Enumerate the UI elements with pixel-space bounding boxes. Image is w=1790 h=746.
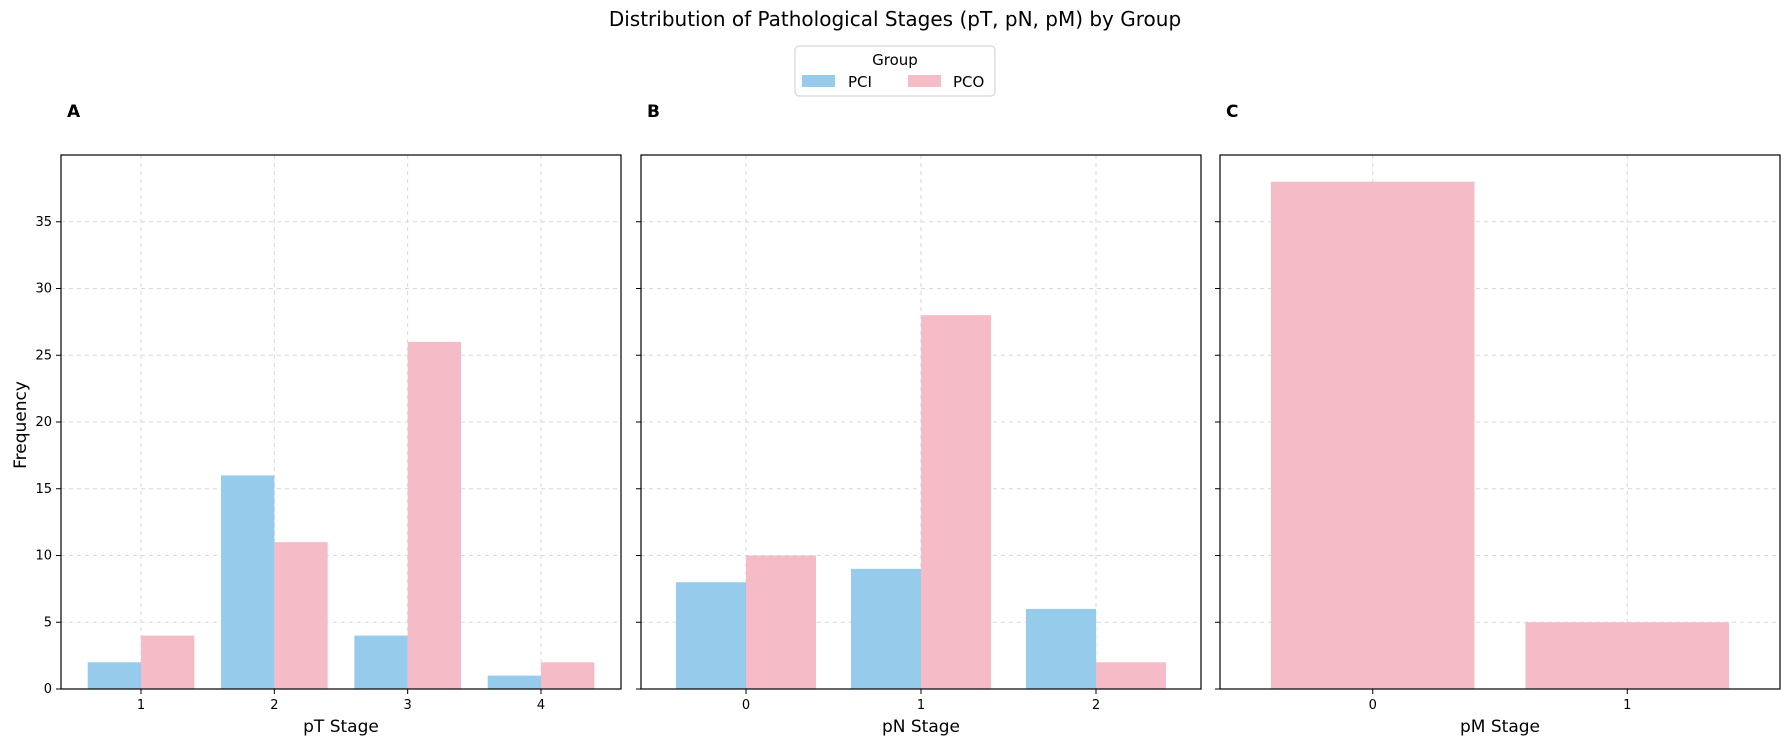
legend: Group PCI PCO bbox=[794, 45, 996, 97]
y-tick-label: 25 bbox=[35, 348, 52, 363]
bar-pco-4 bbox=[541, 662, 595, 689]
legend-swatch-pco bbox=[908, 75, 941, 87]
x-tick-label: 1 bbox=[137, 698, 145, 713]
bar-pci-3 bbox=[354, 635, 408, 689]
bar-pco-0 bbox=[746, 555, 816, 689]
panel-label: C bbox=[1226, 102, 1238, 122]
legend-box bbox=[794, 45, 996, 97]
x-axis-label: pN Stage bbox=[882, 717, 960, 737]
bar-pci-4 bbox=[487, 675, 541, 689]
bar-pco-3 bbox=[407, 341, 461, 689]
bar-pco-1 bbox=[141, 635, 195, 689]
panel-b: 0 1 2 pN Stage B bbox=[636, 102, 1202, 737]
x-tick-label: 0 bbox=[742, 698, 750, 713]
x-tick-label: 1 bbox=[917, 698, 925, 713]
x-tick-label: 1 bbox=[1623, 698, 1631, 713]
y-tick-label: 10 bbox=[35, 549, 52, 564]
x-tick-label: 2 bbox=[1092, 698, 1100, 713]
x-tick-label: 3 bbox=[404, 698, 412, 713]
x-axis-label: pM Stage bbox=[1460, 717, 1540, 737]
y-tick-label: 5 bbox=[44, 615, 52, 630]
legend-label-pci: PCI bbox=[848, 73, 872, 91]
bar-pci-2 bbox=[221, 475, 275, 689]
y-tick-label: 35 bbox=[35, 215, 52, 230]
legend-label-pco: PCO bbox=[953, 73, 984, 91]
y-tick-label: 0 bbox=[44, 682, 52, 697]
legend-swatch-pci bbox=[802, 75, 835, 87]
bar-pco-0 bbox=[1270, 181, 1475, 689]
chart-title: Distribution of Pathological Stages (pT,… bbox=[609, 7, 1181, 31]
panel-label: A bbox=[67, 102, 81, 122]
bar-pci-0 bbox=[676, 582, 746, 689]
y-tick-label: 30 bbox=[35, 282, 52, 297]
panel-a: 0 5 10 15 20 25 30 35 1 2 3 4 pT Stage A bbox=[35, 102, 622, 737]
x-tick-label: 4 bbox=[537, 698, 545, 713]
y-tick-label: 15 bbox=[35, 482, 52, 497]
bar-pci-2 bbox=[1026, 608, 1096, 689]
x-tick-label: 2 bbox=[270, 698, 278, 713]
x-tick-label: 0 bbox=[1369, 698, 1377, 713]
bar-pci-1 bbox=[851, 568, 921, 689]
bar-pci-1 bbox=[87, 662, 141, 689]
bar-pco-1 bbox=[1525, 622, 1730, 689]
x-axis-label: pT Stage bbox=[303, 717, 379, 737]
bar-pco-2 bbox=[274, 542, 328, 689]
bar-pco-2 bbox=[1096, 662, 1166, 689]
panel-label: B bbox=[647, 102, 660, 122]
y-tick-label: 20 bbox=[35, 415, 52, 430]
legend-title: Group bbox=[872, 51, 918, 69]
y-axis-label: Frequency bbox=[11, 381, 31, 469]
panel-c: 0 1 pM Stage C bbox=[1215, 102, 1781, 737]
bar-pco-1 bbox=[921, 315, 991, 689]
